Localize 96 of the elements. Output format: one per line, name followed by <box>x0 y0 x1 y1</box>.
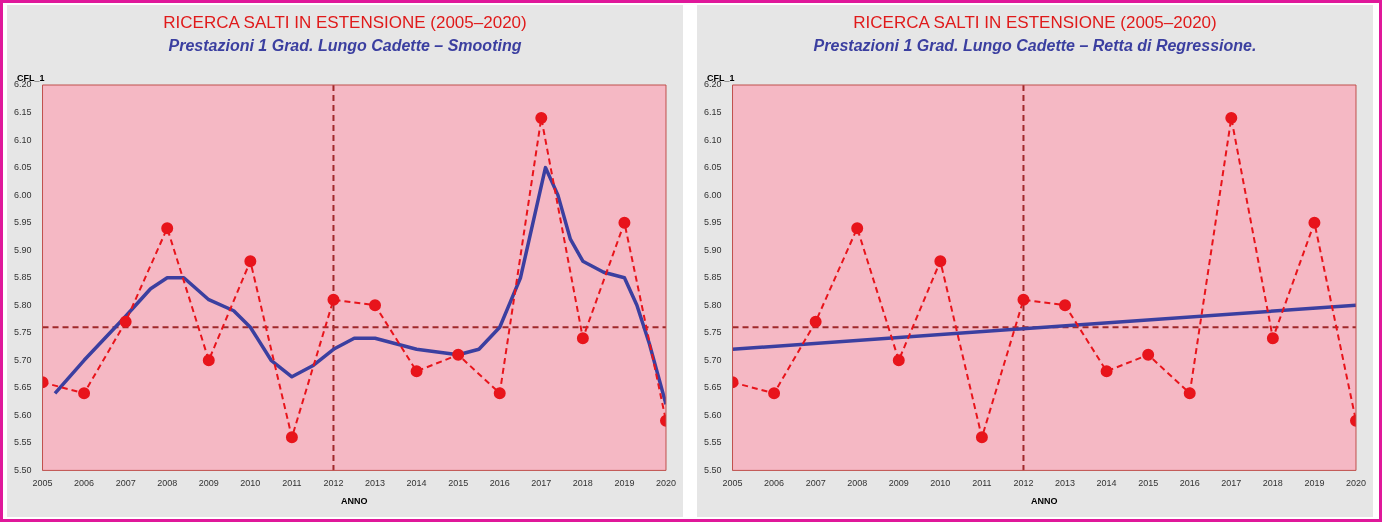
y-tick-label: 6.00 <box>13 189 32 200</box>
point <box>452 348 465 361</box>
point <box>285 431 298 444</box>
point <box>576 332 589 345</box>
y-axis-title: CFL_1 <box>707 73 735 83</box>
chart-title: RICERCA SALTI IN ESTENSIONE (2005–2020) <box>852 12 1218 33</box>
y-tick-label: 5.55 <box>13 437 32 448</box>
x-tick-label: 2008 <box>847 478 868 489</box>
y-tick-label: 5.60 <box>703 409 722 420</box>
x-tick-label: 2014 <box>1096 478 1117 489</box>
y-tick-label: 6.15 <box>703 107 722 118</box>
x-tick-label: 2015 <box>1138 478 1159 489</box>
x-tick-label: 2010 <box>240 478 261 489</box>
x-tick-label: 2016 <box>489 478 510 489</box>
y-tick-label: 5.60 <box>13 409 32 420</box>
x-tick-label: 2006 <box>74 478 95 489</box>
point <box>161 222 174 235</box>
x-tick-label: 2005 <box>32 478 53 489</box>
point <box>892 354 905 367</box>
y-tick-label: 5.85 <box>13 272 32 283</box>
x-tick-label: 2018 <box>1262 478 1283 489</box>
point <box>1183 387 1196 400</box>
y-tick-label: 5.75 <box>703 327 722 338</box>
x-tick-label: 2020 <box>655 478 676 489</box>
point <box>768 387 781 400</box>
y-tick-label: 6.05 <box>703 162 722 173</box>
y-tick-label: 6.10 <box>703 134 722 145</box>
x-tick-label: 2011 <box>972 478 992 489</box>
point <box>934 255 947 268</box>
point <box>809 315 822 328</box>
x-tick-label: 2006 <box>764 478 785 489</box>
point <box>493 387 506 400</box>
point <box>369 299 382 312</box>
y-tick-label: 5.65 <box>13 382 32 393</box>
y-tick-label: 5.70 <box>703 354 722 365</box>
x-axis-title: ANNO <box>1031 496 1058 507</box>
x-tick-label: 2012 <box>1013 478 1034 489</box>
y-tick-label: 5.80 <box>703 299 722 310</box>
point <box>1308 216 1321 229</box>
x-tick-label: 2015 <box>448 478 469 489</box>
y-tick-label: 5.50 <box>13 464 32 475</box>
x-axis-title: ANNO <box>341 496 368 507</box>
x-tick-label: 2012 <box>323 478 344 489</box>
y-tick-label: 5.55 <box>703 437 722 448</box>
chart-title: RICERCA SALTI IN ESTENSIONE (2005–2020) <box>162 12 528 33</box>
point <box>618 216 631 229</box>
point <box>1100 365 1113 378</box>
y-tick-label: 6.10 <box>13 134 32 145</box>
y-tick-label: 6.05 <box>13 162 32 173</box>
y-tick-label: 5.50 <box>703 464 722 475</box>
point <box>202 354 215 367</box>
y-tick-label: 5.95 <box>13 217 32 228</box>
point <box>535 112 548 125</box>
y-axis-title: CFL_1 <box>17 73 45 83</box>
x-tick-label: 2009 <box>888 478 909 489</box>
point <box>1142 348 1155 361</box>
point <box>119 315 132 328</box>
x-tick-label: 2018 <box>572 478 593 489</box>
chart-subtitle: Prestazioni 1 Grad. Lungo Cadette – Retta di Regressione. <box>812 37 1258 55</box>
x-tick-label: 2009 <box>198 478 219 489</box>
point <box>410 365 423 378</box>
x-tick-label: 2005 <box>722 478 743 489</box>
x-tick-label: 2013 <box>365 478 386 489</box>
point <box>244 255 257 268</box>
x-tick-label: 2019 <box>614 478 635 489</box>
x-tick-label: 2017 <box>531 478 552 489</box>
x-tick-label: 2016 <box>1179 478 1200 489</box>
point <box>1017 293 1030 306</box>
point <box>1266 332 1279 345</box>
point <box>851 222 864 235</box>
x-tick-label: 2019 <box>1304 478 1325 489</box>
x-tick-label: 2007 <box>805 478 826 489</box>
y-tick-label: 6.15 <box>13 107 32 118</box>
x-tick-label: 2013 <box>1055 478 1076 489</box>
point <box>1225 112 1238 125</box>
y-tick-label: 5.85 <box>703 272 722 283</box>
x-tick-label: 2010 <box>930 478 951 489</box>
y-tick-label: 5.90 <box>703 244 722 255</box>
x-tick-label: 2020 <box>1345 478 1366 489</box>
y-tick-label: 5.80 <box>13 299 32 310</box>
y-tick-label: 5.95 <box>703 217 722 228</box>
x-tick-label: 2017 <box>1221 478 1242 489</box>
y-tick-label: 6.00 <box>703 189 722 200</box>
point <box>1059 299 1072 312</box>
y-tick-label: 5.70 <box>13 354 32 365</box>
point <box>78 387 91 400</box>
y-tick-label: 5.75 <box>13 327 32 338</box>
point <box>327 293 340 306</box>
x-tick-label: 2007 <box>115 478 136 489</box>
point <box>975 431 988 444</box>
y-tick-label: 5.65 <box>703 382 722 393</box>
x-tick-label: 2011 <box>282 478 302 489</box>
x-tick-label: 2008 <box>157 478 178 489</box>
y-tick-label: 5.90 <box>13 244 32 255</box>
chart-subtitle: Prestazioni 1 Grad. Lungo Cadette – Smooting <box>167 37 523 55</box>
x-tick-label: 2014 <box>406 478 427 489</box>
